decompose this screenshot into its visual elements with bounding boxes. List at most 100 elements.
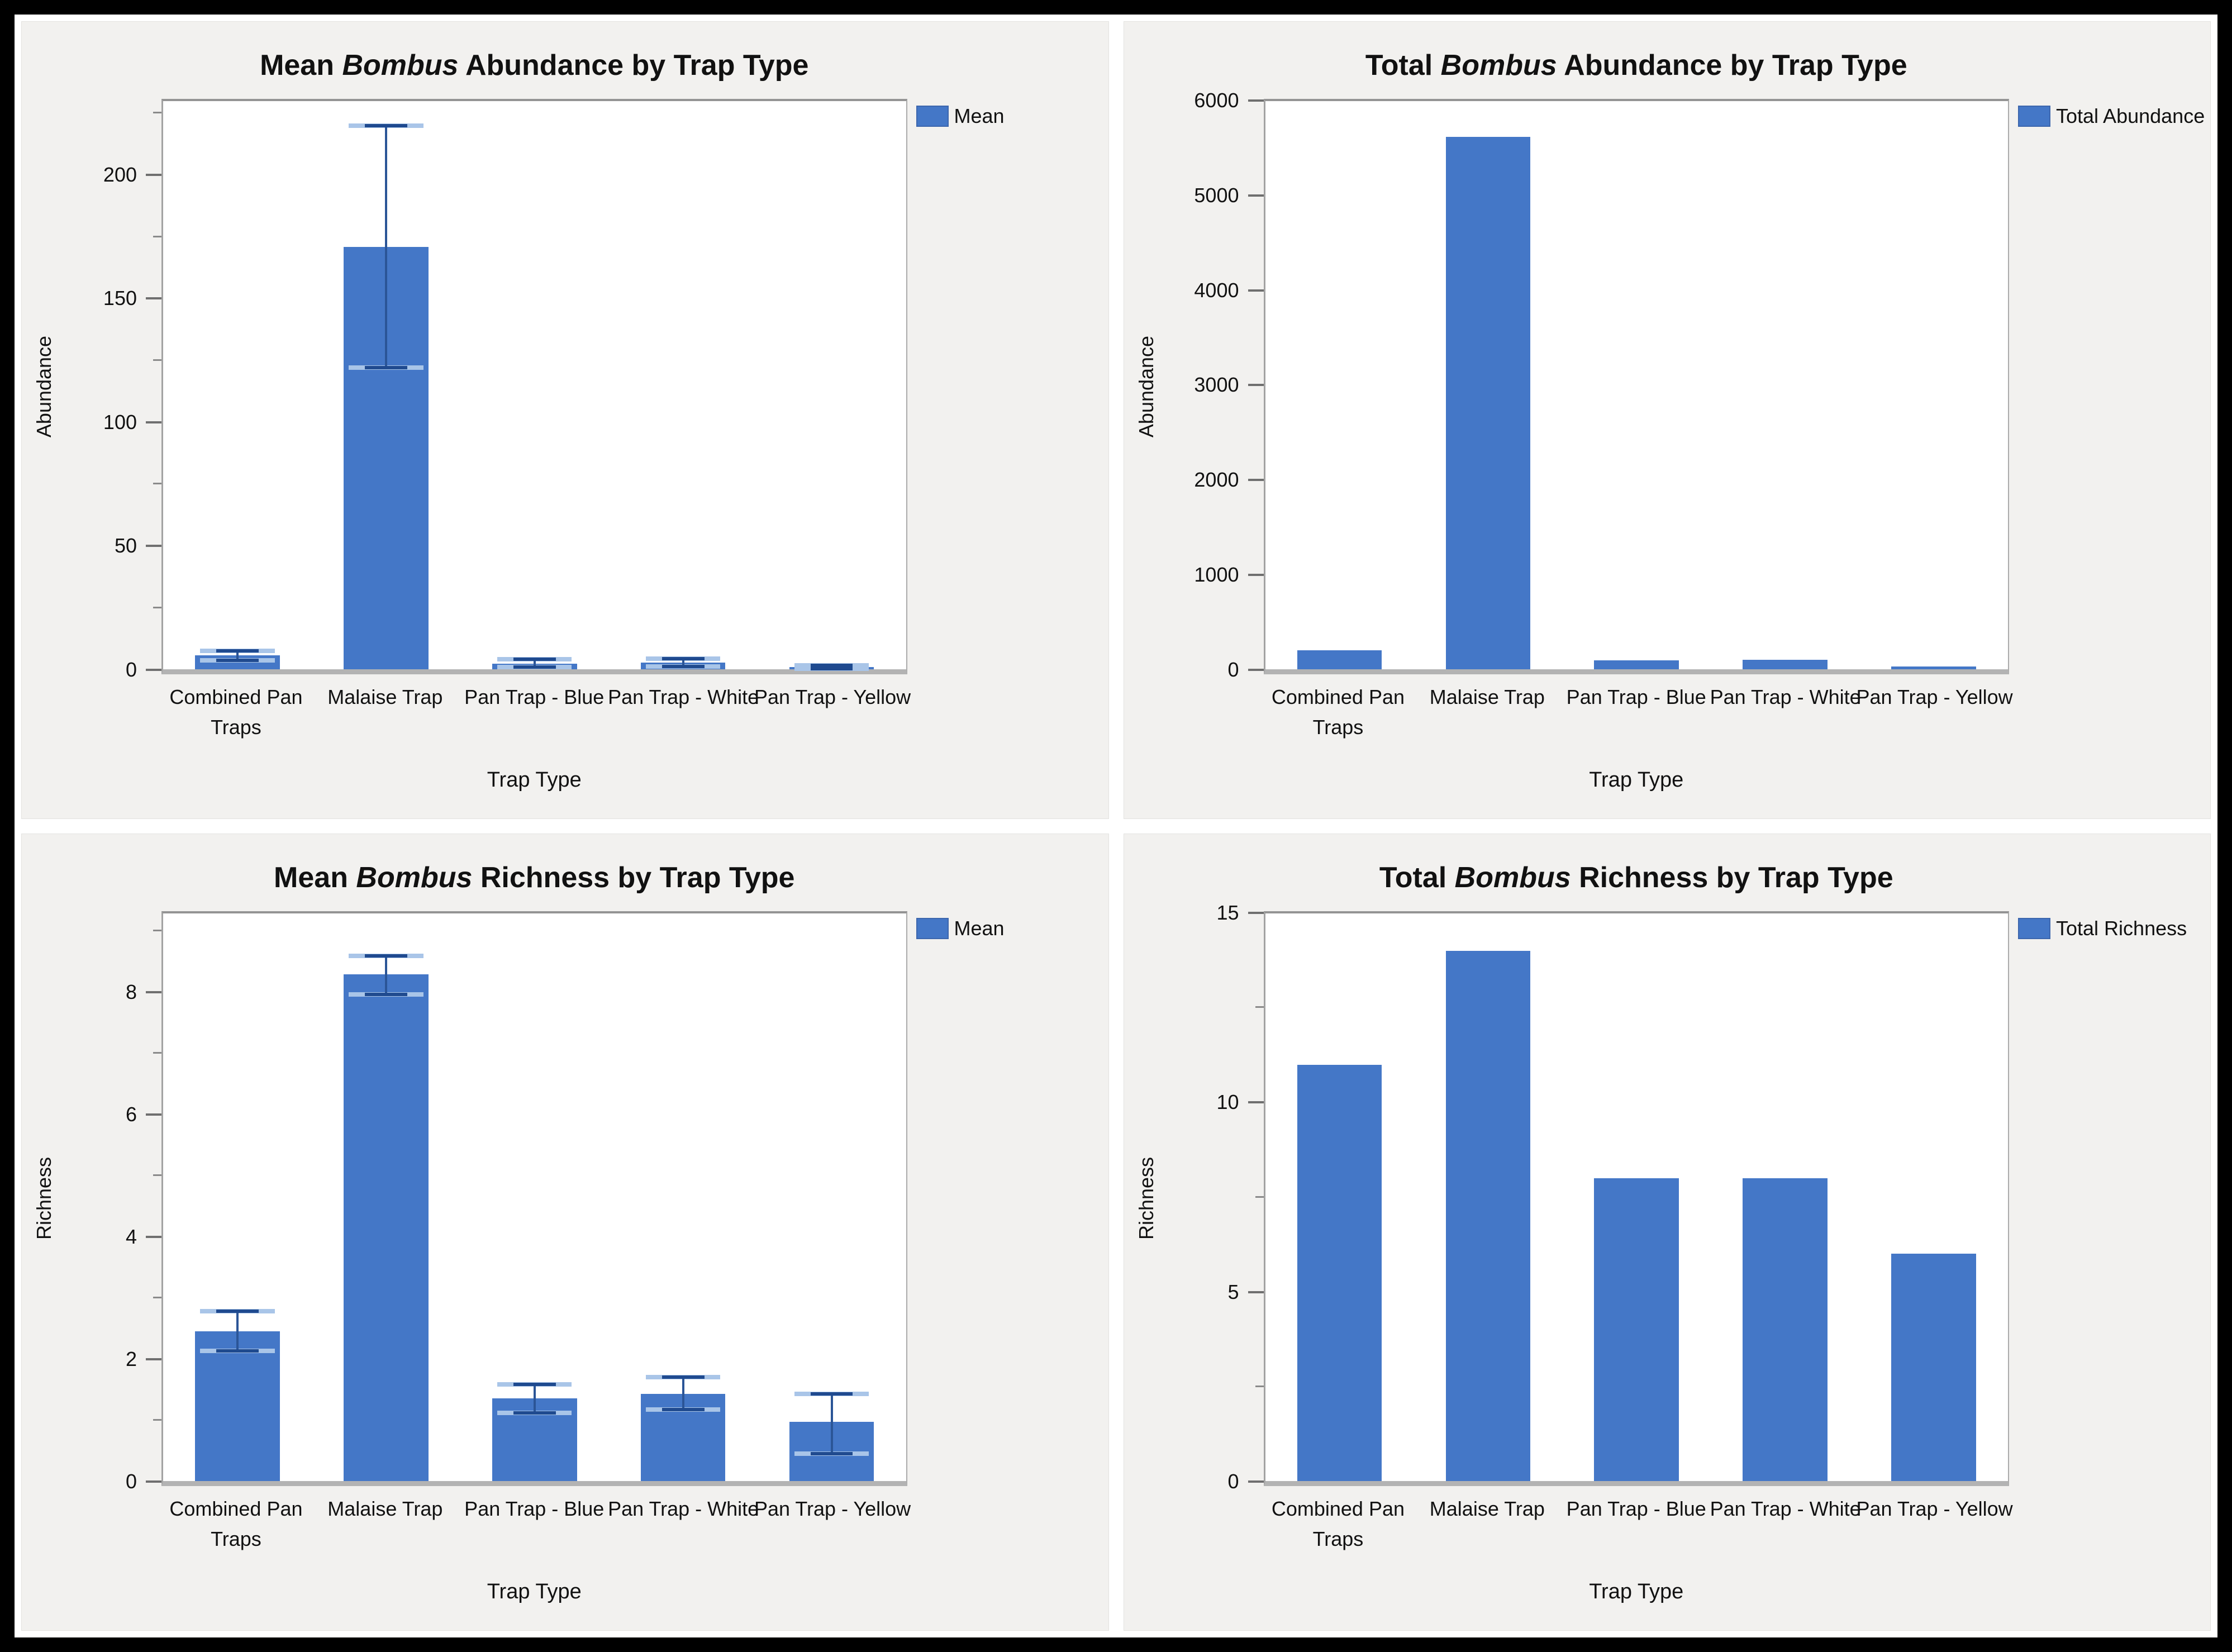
- y-axis: 0 2 4 6 8: [66, 913, 161, 1492]
- bar-pan-trap-white[interactable]: [1743, 1178, 1828, 1481]
- bar-pan-trap-white[interactable]: [1743, 660, 1828, 669]
- error-bar-pan-trap-blue: [533, 659, 536, 667]
- y-tick-label: 0: [125, 658, 137, 681]
- title-italic-genus: Bombus: [1454, 861, 1571, 894]
- x-tick-label-pan-trap-blue: Pan Trap - Blue: [1566, 1497, 1706, 1520]
- y-tick-label: 0: [1227, 1470, 1239, 1493]
- y-tick-major: [146, 1113, 161, 1116]
- error-cap: [810, 1392, 853, 1396]
- x-tick-label-combined-pan-traps: Combined Pan Traps: [1271, 685, 1405, 739]
- x-tick-label-malaise-trap: Malaise Trap: [327, 1497, 443, 1520]
- bar-malaise-trap[interactable]: [1445, 137, 1531, 669]
- chart-body: Abundance 0 50 100 150 200 Mean: [22, 99, 1108, 679]
- y-tick-major: [1248, 668, 1264, 671]
- legend-swatch: [916, 106, 949, 127]
- legend: Mean: [907, 911, 1108, 1487]
- y-tick-minor: [153, 1052, 161, 1054]
- chart-title: Mean Bombus Abundance by Trap Type: [22, 22, 1108, 99]
- bar-pan-trap-blue[interactable]: [1594, 1178, 1679, 1481]
- x-tick-label-pan-trap-blue: Pan Trap - Blue: [1566, 685, 1706, 708]
- x-tick-label-combined-pan-traps: Combined Pan Traps: [1271, 1497, 1405, 1550]
- y-tick-minor: [153, 1419, 161, 1421]
- bar-combined-pan-traps[interactable]: [1297, 1064, 1382, 1481]
- title-text: Abundance by Trap Type: [1557, 49, 1907, 82]
- title-text: Richness by Trap Type: [472, 861, 795, 894]
- legend-item[interactable]: Total Abundance: [2018, 104, 2210, 128]
- error-cap: [216, 1310, 259, 1313]
- chart-panel-mean-richness: Mean Bombus Richness by Trap Type Richne…: [21, 833, 1109, 1631]
- x-tick-label-malaise-trap: Malaise Trap: [1429, 1497, 1545, 1520]
- legend-item[interactable]: Total Richness: [2018, 917, 2210, 940]
- y-axis-title: Abundance: [1134, 335, 1158, 437]
- x-tick-label-combined-pan-traps: Combined Pan Traps: [169, 1497, 303, 1550]
- y-tick-minor: [153, 1297, 161, 1299]
- plot-area: [161, 911, 907, 1486]
- y-tick-label: 5: [1227, 1280, 1239, 1303]
- y-tick-major: [1248, 194, 1264, 197]
- bar-pan-trap-yellow[interactable]: [1891, 666, 1976, 669]
- x-axis-title: Trap Type: [1589, 1580, 1684, 1603]
- y-axis-title: Richness: [1134, 1157, 1158, 1240]
- bar-malaise-trap[interactable]: [1445, 951, 1531, 1481]
- y-tick-label: 6000: [1194, 89, 1239, 112]
- y-tick-label: 10: [1216, 1091, 1239, 1113]
- y-tick-major: [1248, 1480, 1264, 1483]
- bar-pan-trap-yellow[interactable]: [1891, 1254, 1976, 1481]
- x-tick-label-pan-trap-white: Pan Trap - White: [608, 685, 759, 708]
- legend: Total Abundance: [2009, 99, 2210, 674]
- title-text: Mean: [260, 49, 342, 82]
- bar-malaise-trap[interactable]: [344, 974, 429, 1481]
- bar-pan-trap-blue[interactable]: [1594, 660, 1679, 669]
- y-tick-minor: [153, 112, 161, 114]
- error-cap: [513, 658, 556, 661]
- legend-label: Total Abundance: [2056, 104, 2205, 127]
- y-tick-minor: [153, 235, 161, 237]
- error-cap: [810, 663, 853, 667]
- error-cap: [810, 666, 853, 670]
- y-tick-label: 2: [125, 1347, 137, 1370]
- legend-item[interactable]: Mean: [916, 104, 1108, 128]
- x-axis-ticks: Combined Pan Traps Malaise Trap Pan Trap - …: [1264, 1486, 2013, 1580]
- chart-panel-total-abundance: Total Bombus Abundance by Trap Type Abun…: [1123, 21, 2211, 819]
- y-axis-title: Richness: [32, 1157, 55, 1240]
- plot-area: [1263, 911, 2009, 1486]
- legend-label: Mean: [954, 104, 1005, 127]
- chart-panel-total-richness: Total Bombus Richness by Trap Type Richn…: [1123, 833, 2211, 1631]
- title-text: Abundance by Trap Type: [458, 49, 809, 82]
- chart-body: Richness 0 2 4 6 8 Mean: [22, 911, 1108, 1492]
- error-bar-pan-trap-blue: [533, 1384, 536, 1413]
- x-axis-ticks: Combined Pan Traps Malaise Trap Pan Trap - …: [161, 674, 911, 768]
- title-text: Total: [1379, 861, 1455, 894]
- chart-title: Mean Bombus Richness by Trap Type: [22, 834, 1108, 911]
- y-tick-major: [146, 297, 161, 300]
- y-tick-label: 200: [103, 163, 137, 186]
- chart-title: Total Bombus Richness by Trap Type: [1124, 834, 2211, 911]
- bar-combined-pan-traps[interactable]: [1297, 650, 1382, 669]
- legend-label: Mean: [954, 916, 1005, 940]
- legend-swatch: [2018, 917, 2050, 939]
- legend-swatch: [916, 917, 949, 939]
- y-tick-minor: [1255, 1386, 1264, 1388]
- error-bar-pan-trap-white: [682, 658, 684, 666]
- legend-item[interactable]: Mean: [916, 917, 1108, 940]
- x-tick-label-malaise-trap: Malaise Trap: [1429, 685, 1545, 708]
- y-tick-label: 5000: [1194, 183, 1239, 207]
- x-tick-label-pan-trap-yellow: Pan Trap - Yellow: [754, 685, 911, 708]
- y-tick-major: [1248, 1101, 1264, 1104]
- x-axis-ticks: Combined Pan Traps Malaise Trap Pan Trap - …: [1264, 674, 2013, 768]
- y-tick-major: [1248, 573, 1264, 576]
- y-tick-major: [146, 545, 161, 548]
- legend-swatch: [2018, 106, 2050, 127]
- x-tick-label-pan-trap-white: Pan Trap - White: [608, 1497, 759, 1520]
- y-tick-minor: [1255, 1006, 1264, 1008]
- error-bar-pan-trap-yellow: [830, 1393, 833, 1454]
- y-tick-label: 3000: [1194, 373, 1239, 397]
- chart-title: Total Bombus Abundance by Trap Type: [1124, 22, 2211, 99]
- error-cap: [364, 366, 407, 370]
- y-tick-minor: [153, 930, 161, 932]
- y-tick-label: 0: [1227, 658, 1239, 681]
- chart-panel-mean-abundance: Mean Bombus Abundance by Trap Type Abund…: [21, 21, 1109, 819]
- chart-body: Richness 0 5 10 15 Total Richness: [1124, 902, 2211, 1492]
- bar-combined-pan-traps[interactable]: [195, 1331, 280, 1481]
- x-tick-label-pan-trap-yellow: Pan Trap - Yellow: [754, 1497, 911, 1520]
